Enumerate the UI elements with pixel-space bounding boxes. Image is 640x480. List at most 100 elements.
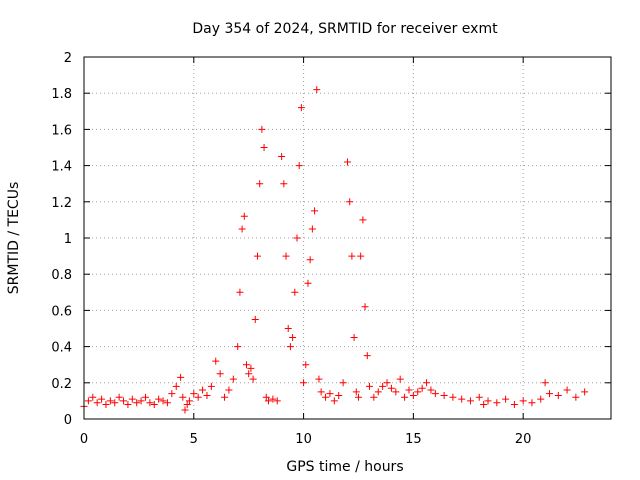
data-point bbox=[330, 397, 338, 405]
data-point bbox=[466, 397, 474, 405]
data-point bbox=[475, 393, 483, 401]
data-point bbox=[89, 393, 97, 401]
y-tick-label: 1.6 bbox=[51, 123, 72, 138]
x-axis-label: GPS time / hours bbox=[286, 459, 403, 475]
data-point bbox=[361, 303, 369, 311]
data-point bbox=[284, 325, 292, 332]
data-point bbox=[374, 388, 382, 396]
data-point bbox=[313, 86, 321, 94]
data-point bbox=[405, 386, 413, 394]
data-point bbox=[414, 388, 422, 396]
grid-lines bbox=[84, 57, 611, 419]
data-point bbox=[141, 393, 149, 401]
data-point bbox=[563, 386, 571, 394]
data-point bbox=[177, 373, 185, 381]
data-point bbox=[317, 388, 325, 396]
data-point bbox=[262, 393, 270, 401]
data-point bbox=[322, 393, 330, 401]
data-points bbox=[80, 86, 589, 414]
data-point bbox=[278, 153, 286, 161]
data-point bbox=[304, 279, 312, 287]
data-point bbox=[326, 390, 334, 398]
data-point bbox=[155, 395, 163, 403]
data-point bbox=[240, 212, 248, 220]
data-point bbox=[387, 384, 395, 392]
data-point bbox=[418, 384, 426, 392]
data-point bbox=[172, 382, 180, 390]
data-point bbox=[423, 379, 431, 387]
data-point bbox=[238, 225, 246, 233]
data-point bbox=[427, 386, 435, 394]
data-point bbox=[379, 382, 387, 390]
data-point bbox=[311, 207, 319, 215]
data-point bbox=[185, 397, 193, 405]
data-point bbox=[84, 397, 92, 405]
data-point bbox=[190, 390, 198, 398]
data-point bbox=[115, 393, 123, 401]
data-point bbox=[440, 391, 448, 399]
axis-ticks bbox=[83, 56, 611, 420]
y-tick-label: 0 bbox=[64, 413, 72, 428]
data-point bbox=[541, 379, 549, 387]
x-tick-label: 5 bbox=[190, 432, 198, 447]
data-point bbox=[502, 395, 510, 403]
data-point bbox=[401, 393, 409, 401]
data-point bbox=[352, 388, 360, 396]
data-point bbox=[484, 397, 492, 405]
data-point bbox=[363, 352, 371, 360]
data-point bbox=[137, 397, 145, 405]
data-point bbox=[537, 395, 545, 403]
data-point bbox=[409, 391, 417, 399]
data-point bbox=[286, 343, 294, 351]
data-point bbox=[302, 361, 310, 369]
data-point bbox=[339, 379, 347, 387]
data-point bbox=[289, 334, 297, 342]
data-point bbox=[365, 382, 373, 390]
data-point bbox=[350, 334, 358, 342]
data-point bbox=[253, 252, 261, 260]
data-point bbox=[258, 125, 266, 133]
data-point bbox=[431, 390, 439, 398]
data-point bbox=[106, 397, 114, 405]
x-tick-label: 0 bbox=[80, 432, 88, 447]
data-point bbox=[493, 399, 501, 407]
data-point bbox=[581, 388, 589, 396]
data-point bbox=[251, 315, 259, 323]
data-point bbox=[229, 375, 237, 383]
chart-title: Day 354 of 2024, SRMTID for receiver exm… bbox=[192, 21, 498, 37]
data-point bbox=[357, 252, 365, 260]
data-point bbox=[273, 397, 281, 405]
data-point bbox=[242, 361, 250, 369]
data-point bbox=[168, 390, 176, 398]
data-point bbox=[546, 390, 554, 398]
data-point bbox=[519, 397, 527, 405]
data-point bbox=[370, 393, 378, 401]
x-tick-labels: 0 5 10 15 20 bbox=[80, 432, 532, 447]
data-point bbox=[344, 158, 351, 166]
data-point bbox=[335, 391, 343, 399]
data-point bbox=[128, 395, 136, 403]
data-point bbox=[98, 395, 106, 403]
data-point bbox=[528, 399, 536, 407]
data-point bbox=[392, 388, 400, 396]
data-point bbox=[280, 180, 288, 188]
data-point bbox=[102, 401, 110, 409]
data-point bbox=[383, 379, 391, 387]
y-tick-label: 2 bbox=[64, 51, 72, 66]
data-point bbox=[256, 180, 264, 188]
data-point bbox=[396, 375, 404, 383]
data-point bbox=[510, 401, 518, 409]
data-point bbox=[207, 382, 215, 390]
y-tick-label: 0.8 bbox=[51, 268, 72, 283]
data-point bbox=[348, 252, 356, 260]
data-point bbox=[297, 104, 305, 112]
x-tick-label: 15 bbox=[405, 432, 422, 447]
data-point bbox=[124, 401, 132, 409]
data-point bbox=[216, 370, 224, 378]
y-tick-labels: 0 0.2 0.4 0.6 0.8 1 1.2 1.4 1.6 1.8 2 bbox=[51, 51, 72, 428]
data-point bbox=[194, 393, 202, 401]
y-tick-label: 0.2 bbox=[51, 377, 72, 392]
y-tick-label: 0.6 bbox=[51, 304, 72, 319]
data-point bbox=[315, 375, 323, 383]
